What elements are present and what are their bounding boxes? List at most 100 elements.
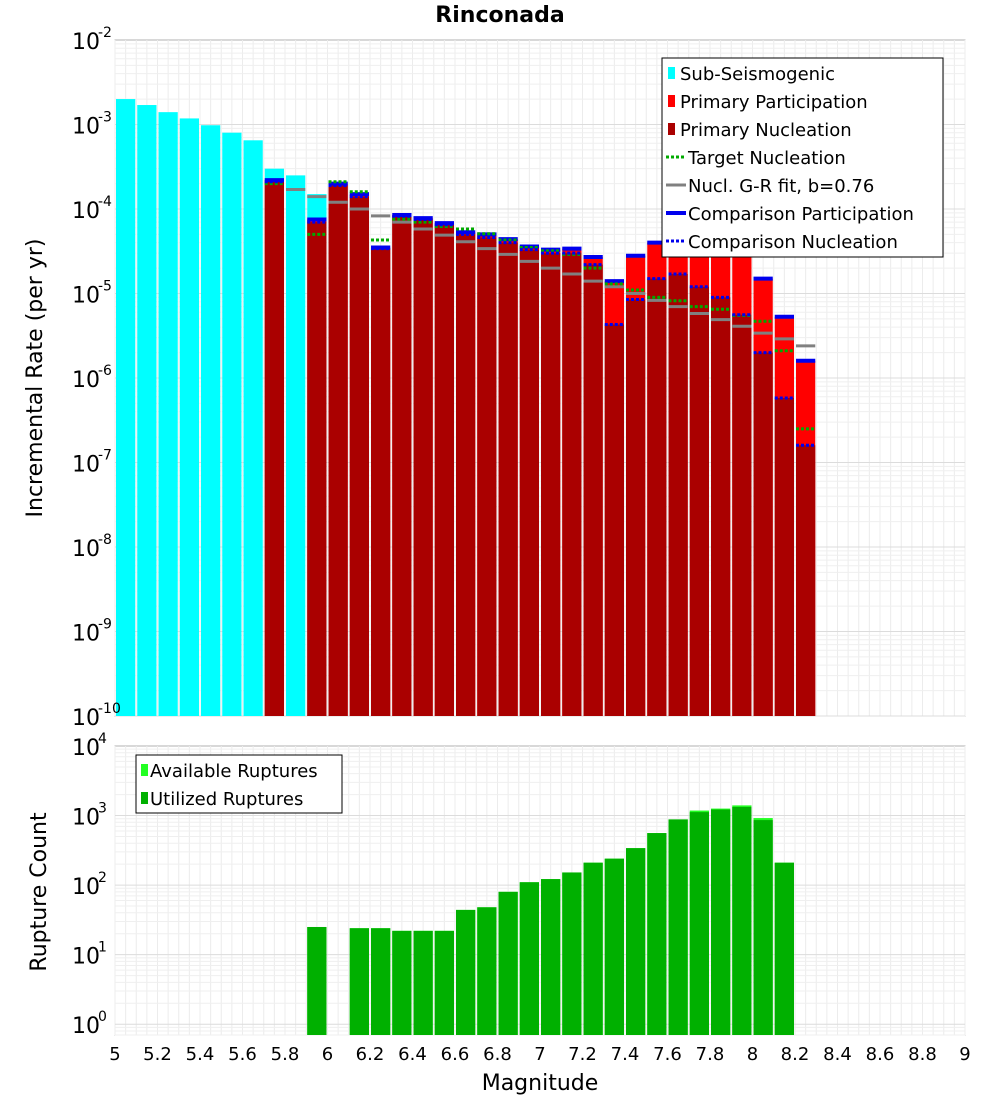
top-y-tick-label: 10 — [72, 453, 100, 478]
primary-nucleation-bar — [264, 181, 284, 717]
utilized-ruptures-bar — [477, 907, 497, 1035]
primary-nucleation-bar — [583, 264, 603, 716]
sub-seismogenic-bar — [222, 132, 242, 716]
primary-nucleation-bar — [562, 253, 582, 716]
primary-nucleation-bar — [392, 216, 412, 717]
sub-seismogenic-bar — [158, 112, 178, 717]
utilized-ruptures-bar — [626, 848, 646, 1035]
bottom-y-tick-exponent: 1 — [98, 940, 107, 956]
utilized-ruptures-bar — [371, 928, 391, 1035]
primary-nucleation-bar — [349, 196, 369, 717]
bottom-legend-box — [135, 754, 343, 814]
primary-nucleation-bar — [434, 224, 454, 716]
primary-nucleation-bar — [626, 299, 646, 716]
primary-nucleation-bar — [498, 242, 518, 717]
bottom-y-tick-label: 10 — [72, 945, 100, 970]
utilized-ruptures-bar — [668, 819, 688, 1035]
legend-item: Sub-Seismogenic — [680, 64, 835, 85]
legend-swatch — [141, 792, 148, 804]
top-y-tick-label: 10 — [72, 30, 100, 55]
x-tick-label: 7.6 — [653, 1044, 682, 1065]
utilized-ruptures-bar — [456, 909, 476, 1035]
legend-item: Utilized Ruptures — [150, 789, 303, 810]
legend-item: Nucl. G-R fit, b=0.76 — [688, 176, 874, 197]
x-tick-label: 6.2 — [356, 1044, 385, 1065]
bottom-y-tick-label: 10 — [72, 736, 100, 761]
x-ticks: 5 5.2 5.4 5.6 5.8 6 6.2 6.4 6.6 6.8 7 7.2 7.4 7.6 7.8 8… — [109, 1044, 970, 1065]
x-axis-label: Magnitude — [482, 1071, 599, 1096]
legend-swatch — [668, 123, 675, 135]
top-y-tick-label: 10 — [72, 284, 100, 309]
x-tick-label: 5.8 — [271, 1044, 300, 1065]
legend-swatch — [141, 764, 148, 776]
primary-nucleation-bar — [307, 222, 327, 716]
primary-nucleation-bar — [371, 248, 391, 716]
top-y-tick-exponent: -6 — [98, 363, 112, 379]
bottom-legend: Available Ruptures Utilized Ruptures — [135, 754, 343, 814]
utilized-ruptures-bar — [519, 882, 539, 1035]
utilized-ruptures-bar — [774, 862, 794, 1035]
top-y-tick-label: 10 — [72, 368, 100, 393]
utilized-ruptures-bar — [413, 930, 433, 1035]
primary-nucleation-bar — [519, 249, 539, 716]
top-y-ticks: 10-210-310-410-510-610-710-810-910-10 — [72, 25, 121, 731]
legend-swatch — [668, 67, 675, 79]
x-tick-label: 6 — [322, 1044, 333, 1065]
chart-title: Rinconada — [435, 3, 564, 28]
sub-seismogenic-bar — [201, 125, 221, 716]
x-tick-label: 9 — [959, 1044, 970, 1065]
top-y-tick-exponent: -7 — [98, 448, 112, 464]
sub-seismogenic-bar — [286, 175, 306, 716]
primary-nucleation-bar — [711, 297, 731, 716]
legend-item: Comparison Participation — [688, 204, 914, 225]
utilized-ruptures-bar — [689, 812, 709, 1035]
utilized-ruptures-bar — [711, 809, 731, 1035]
x-tick-label: 8.8 — [908, 1044, 937, 1065]
bottom-y-tick-exponent: 2 — [98, 870, 107, 886]
top-y-tick-exponent: -8 — [98, 532, 112, 548]
legend-item: Target Nucleation — [687, 148, 846, 169]
top-lines — [264, 178, 816, 447]
primary-nucleation-bar — [413, 219, 433, 717]
top-y-tick-label: 10 — [72, 706, 100, 731]
top-y-tick-label: 10 — [72, 622, 100, 647]
x-tick-label: 5.6 — [228, 1044, 257, 1065]
top-y-tick-label: 10 — [72, 199, 100, 224]
x-tick-label: 7 — [534, 1044, 545, 1065]
utilized-ruptures-bar — [392, 930, 412, 1035]
primary-nucleation-bar — [604, 324, 624, 716]
x-tick-label: 8.4 — [823, 1044, 852, 1065]
top-y-tick-exponent: -5 — [98, 279, 112, 295]
utilized-ruptures-bar — [434, 930, 454, 1035]
bottom-y-tick-exponent: 4 — [98, 731, 107, 747]
utilized-ruptures-bar — [562, 872, 582, 1035]
primary-nucleation-bar — [328, 185, 348, 717]
bottom-y-tick-label: 10 — [72, 875, 100, 900]
bottom-y-tick-exponent: 3 — [98, 801, 107, 817]
bottom-y-tick-label: 10 — [72, 1014, 100, 1039]
x-tick-label: 5 — [109, 1044, 120, 1065]
utilized-ruptures-bar — [583, 862, 603, 1035]
utilized-ruptures-bar — [753, 820, 773, 1035]
top-y-tick-exponent: -2 — [98, 25, 112, 41]
top-y-axis-label: Incremental Rate (per yr) — [23, 239, 48, 518]
primary-nucleation-bar — [774, 397, 794, 716]
legend-item: Primary Nucleation — [680, 120, 852, 141]
primary-nucleation-bar — [689, 286, 709, 716]
top-y-tick-exponent: -9 — [98, 617, 112, 633]
bottom-bars — [307, 805, 794, 1035]
top-legend: Sub-Seismogenic Primary Participation Prim… — [661, 57, 944, 258]
legend-swatch — [668, 95, 675, 107]
x-tick-label: 8 — [747, 1044, 758, 1065]
utilized-ruptures-bar — [349, 928, 369, 1035]
x-tick-label: 8.2 — [781, 1044, 810, 1065]
utilized-ruptures-bar — [541, 879, 561, 1035]
x-tick-label: 6.6 — [441, 1044, 470, 1065]
top-y-tick-label: 10 — [72, 115, 100, 140]
utilized-ruptures-bar — [307, 926, 327, 1035]
legend-item: Comparison Nucleation — [688, 232, 898, 253]
primary-nucleation-bar — [732, 314, 752, 716]
bottom-y-axis-label: Rupture Count — [27, 812, 52, 972]
